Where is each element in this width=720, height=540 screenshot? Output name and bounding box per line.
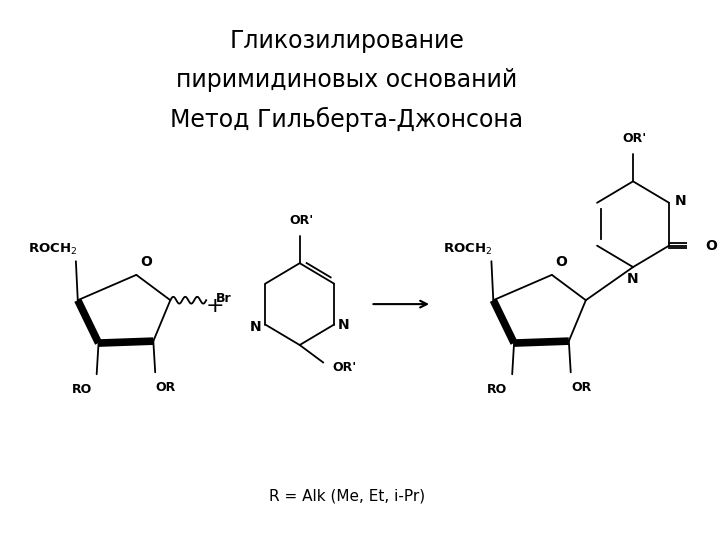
Text: N: N — [627, 272, 639, 286]
Text: N: N — [250, 320, 261, 334]
Text: O: O — [555, 255, 567, 269]
Text: OR': OR' — [623, 132, 647, 145]
Text: Br: Br — [215, 292, 231, 305]
Text: RO: RO — [71, 383, 91, 396]
Text: O: O — [706, 239, 717, 253]
Text: OR': OR' — [332, 361, 356, 374]
Text: OR: OR — [571, 381, 591, 394]
Text: OR: OR — [156, 381, 176, 394]
Text: ROCH$_2$: ROCH$_2$ — [27, 242, 77, 257]
Text: N: N — [675, 194, 686, 208]
Text: ROCH$_2$: ROCH$_2$ — [443, 242, 492, 257]
Text: Метод Гильберта-Джонсона: Метод Гильберта-Джонсона — [171, 106, 523, 132]
Text: пиримидиновых оснований: пиримидиновых оснований — [176, 68, 518, 92]
Text: OR': OR' — [289, 214, 314, 227]
Text: +: + — [205, 296, 224, 316]
Text: O: O — [140, 255, 152, 269]
Text: RO: RO — [487, 383, 507, 396]
Text: N: N — [338, 318, 349, 332]
Text: R = Alk (Me, Et, i-Pr): R = Alk (Me, Et, i-Pr) — [269, 489, 425, 503]
Text: Гликозилирование: Гликозилирование — [230, 29, 464, 53]
